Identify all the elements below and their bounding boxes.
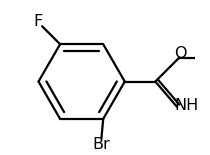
Text: F: F xyxy=(33,14,42,29)
Text: O: O xyxy=(174,46,187,61)
Text: NH: NH xyxy=(175,98,199,113)
Text: Br: Br xyxy=(93,137,110,153)
